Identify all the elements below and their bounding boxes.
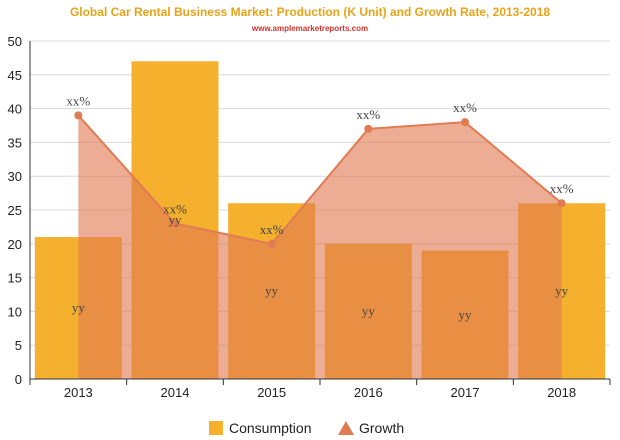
x-tick-label: 2017 xyxy=(451,385,480,400)
legend-item-consumption[interactable]: Consumption xyxy=(209,420,312,436)
x-tick-label: 2013 xyxy=(64,385,93,400)
bar-data-label: yy xyxy=(555,283,569,298)
growth-point xyxy=(267,239,276,248)
area-series-growth xyxy=(74,111,566,380)
y-tick-label: 25 xyxy=(8,203,22,218)
y-tick-label: 45 xyxy=(8,68,22,83)
bar-data-label: yy xyxy=(265,283,279,298)
growth-point xyxy=(364,124,373,133)
growth-area xyxy=(78,115,562,380)
y-tick-label: 35 xyxy=(8,135,22,150)
y-tick-label: 40 xyxy=(8,102,22,117)
y-tick-label: 30 xyxy=(8,169,22,184)
growth-data-label: xx% xyxy=(356,107,380,122)
legend-swatch-consumption xyxy=(209,421,223,435)
growth-point xyxy=(557,199,566,208)
legend[interactable]: Consumption Growth xyxy=(209,420,404,436)
bar-data-label: yy xyxy=(362,303,376,318)
y-tick-label: 50 xyxy=(8,34,22,49)
legend-swatch-growth xyxy=(338,421,354,435)
legend-label-consumption: Consumption xyxy=(229,420,312,436)
x-tick-label: 2015 xyxy=(257,385,286,400)
bar-data-label: yy xyxy=(72,300,86,315)
legend-item-growth[interactable]: Growth xyxy=(338,420,404,436)
axes: 0 5 10 15 20 25 30 35 40 45 50 2013 2014 2015 2016 2017… xyxy=(8,34,611,400)
y-tick-label: 15 xyxy=(8,271,22,286)
bar-data-label: yy xyxy=(459,307,473,322)
chart-title: Global Car Rental Business Market: Produ… xyxy=(70,5,550,19)
growth-data-label: xx% xyxy=(66,93,90,108)
growth-data-label: xx% xyxy=(260,222,284,237)
x-tick-label: 2018 xyxy=(547,385,576,400)
bar-data-label: yy xyxy=(169,212,183,227)
growth-data-label: xx% xyxy=(453,100,477,115)
growth-point xyxy=(74,111,83,120)
chart-subtitle: www.amplemarketreports.com xyxy=(251,24,368,33)
growth-data-label: xx% xyxy=(550,181,574,196)
legend-label-growth: Growth xyxy=(359,420,404,436)
y-tick-label: 10 xyxy=(8,304,22,319)
growth-point xyxy=(461,118,469,127)
growth-line xyxy=(77,114,563,245)
y-tick-label: 5 xyxy=(15,338,22,353)
y-tick-label: 0 xyxy=(15,372,22,387)
growth-data-label: xx% xyxy=(163,202,187,217)
x-tick-label: 2014 xyxy=(161,385,190,400)
growth-point xyxy=(171,219,179,228)
y-tick-label: 20 xyxy=(8,237,22,252)
x-tick-label: 2016 xyxy=(354,385,383,400)
